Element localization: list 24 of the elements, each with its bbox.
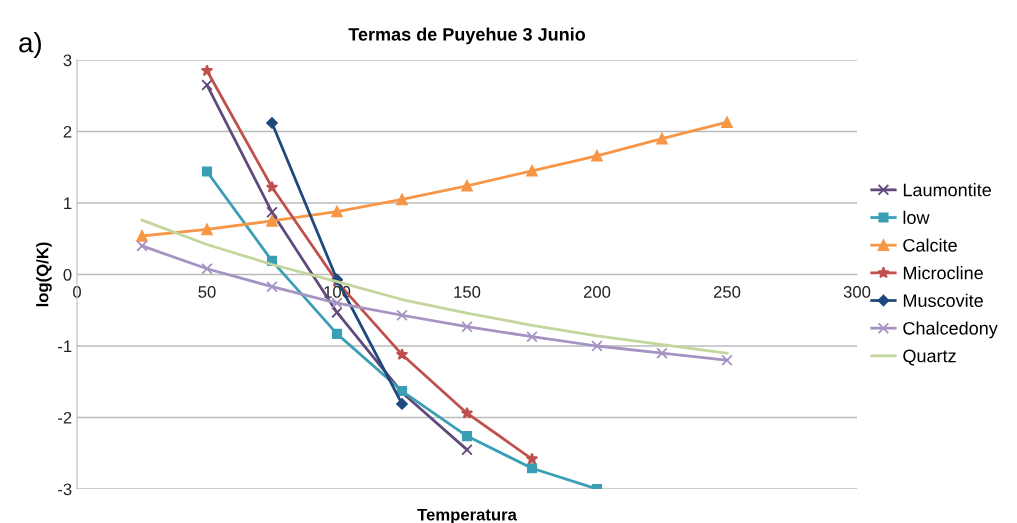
text: a) <box>19 32 41 58</box>
x-tick-label: 50 <box>198 286 216 298</box>
legend-label: Laumontite <box>903 183 991 197</box>
y-tick-label: -2 <box>58 411 72 424</box>
x-tick-label: 300 <box>843 286 871 298</box>
x-tick-label: 200 <box>583 286 611 298</box>
legend-label: low <box>903 210 930 225</box>
legend-label: Quartz <box>903 349 956 366</box>
x-tick-label: 250 <box>713 286 741 298</box>
x-axis-title: Temperatura <box>417 508 517 523</box>
y-tick-label: -3 <box>58 483 72 496</box>
x-tick-label: 150 <box>454 286 481 298</box>
legend-label: Muscovite <box>903 293 983 308</box>
x-tick-label: 0 <box>73 286 81 298</box>
legend-label: Chalcedony <box>903 321 998 339</box>
y-axis-title: log(Q/K) <box>36 242 52 307</box>
y-tick-label: -1 <box>58 340 72 353</box>
chart-title: Termas de Puyehue 3 Junio <box>348 27 586 45</box>
y-tick-label: 0 <box>63 268 72 281</box>
y-tick-label: 1 <box>64 197 72 210</box>
y-tick-label: 3 <box>63 54 72 67</box>
y-tick-label: 2 <box>63 125 72 138</box>
legend-label: Microcline <box>903 266 983 280</box>
legend-label: Calcite <box>903 238 957 252</box>
